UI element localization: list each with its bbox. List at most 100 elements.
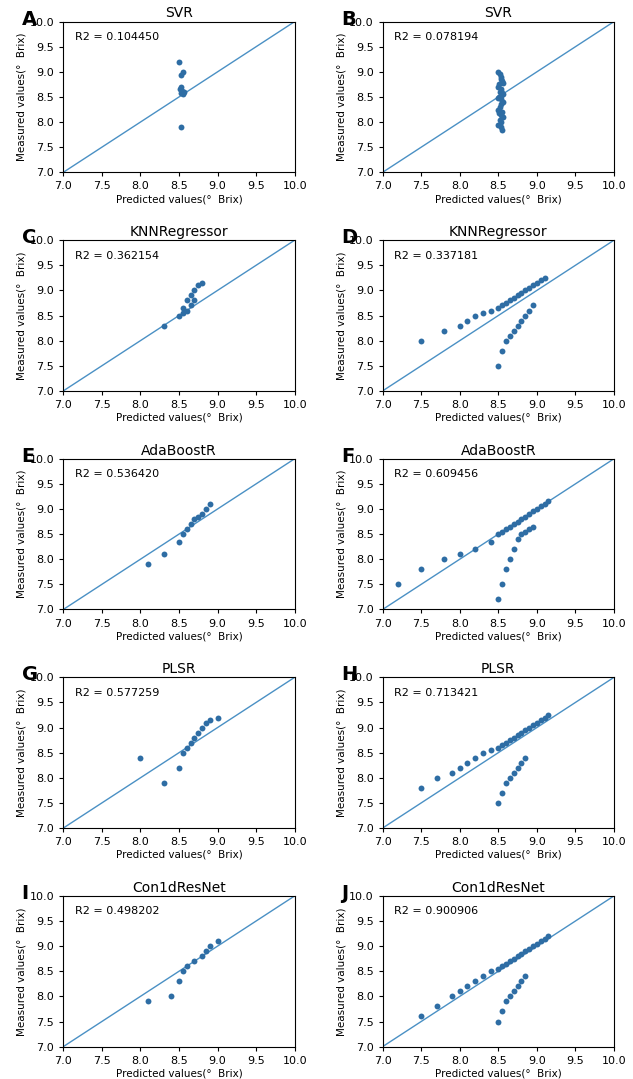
X-axis label: Predicted values(°  Brix): Predicted values(° Brix): [116, 1068, 242, 1078]
Point: [501, 520, 511, 537]
Point: [496, 68, 506, 85]
Point: [505, 732, 515, 749]
Point: [174, 972, 184, 989]
Point: [509, 541, 519, 558]
Point: [185, 297, 196, 314]
Point: [496, 87, 506, 105]
Point: [509, 951, 519, 968]
Point: [505, 327, 515, 344]
Point: [178, 299, 188, 316]
Point: [528, 518, 538, 535]
Text: R2 = 0.337181: R2 = 0.337181: [394, 250, 479, 261]
Point: [513, 947, 523, 965]
Text: J: J: [341, 884, 348, 903]
Point: [532, 501, 542, 518]
Point: [158, 546, 168, 563]
Point: [178, 64, 188, 81]
Y-axis label: Measured values(°  Brix): Measured values(° Brix): [17, 469, 27, 599]
Point: [495, 83, 505, 100]
Point: [520, 749, 530, 766]
Point: [520, 722, 530, 739]
Point: [532, 274, 542, 291]
Point: [178, 525, 188, 543]
Point: [179, 83, 189, 100]
Title: AdaBoostR: AdaBoostR: [141, 443, 217, 457]
Title: KNNRegressor: KNNRegressor: [449, 226, 548, 238]
X-axis label: Predicted values(°  Brix): Predicted values(° Brix): [116, 412, 242, 423]
Point: [416, 561, 426, 578]
Point: [528, 503, 538, 520]
Point: [174, 53, 184, 70]
Point: [201, 501, 211, 518]
Point: [494, 76, 504, 93]
Point: [447, 764, 457, 781]
Point: [536, 932, 546, 950]
Point: [462, 978, 472, 995]
Point: [505, 953, 515, 970]
Point: [497, 342, 507, 359]
Text: R2 = 0.713421: R2 = 0.713421: [394, 688, 479, 698]
Title: PLSR: PLSR: [162, 663, 196, 677]
Text: F: F: [341, 447, 354, 466]
Point: [158, 317, 168, 334]
Point: [493, 90, 503, 107]
Point: [496, 82, 506, 99]
Point: [513, 760, 523, 777]
Text: E: E: [22, 447, 35, 466]
X-axis label: Predicted values(°  Brix): Predicted values(° Brix): [116, 631, 242, 641]
Y-axis label: Measured values(°  Brix): Measured values(° Brix): [336, 251, 346, 380]
Point: [517, 284, 527, 301]
Point: [543, 928, 553, 945]
Point: [513, 726, 523, 743]
Point: [174, 760, 184, 777]
Point: [174, 533, 184, 550]
Point: [175, 119, 185, 136]
Point: [493, 591, 503, 609]
Point: [178, 962, 188, 980]
Point: [185, 287, 196, 304]
Point: [462, 312, 472, 329]
X-axis label: Predicted values(°  Brix): Predicted values(° Brix): [435, 1068, 561, 1078]
Point: [497, 1002, 507, 1020]
Point: [517, 945, 527, 962]
Point: [536, 711, 546, 728]
Y-axis label: Measured values(°  Brix): Measured values(° Brix): [17, 907, 27, 1036]
Point: [524, 940, 534, 957]
Point: [505, 291, 515, 309]
Y-axis label: Measured values(°  Brix): Measured values(° Brix): [336, 469, 346, 599]
Point: [201, 714, 211, 732]
Point: [178, 745, 188, 762]
Point: [439, 550, 449, 568]
Point: [536, 272, 546, 289]
Point: [205, 711, 215, 728]
Point: [497, 576, 507, 593]
Point: [509, 764, 519, 781]
Point: [517, 510, 527, 528]
Point: [175, 81, 185, 98]
Point: [493, 1013, 503, 1030]
Text: H: H: [341, 666, 357, 684]
Point: [182, 302, 192, 319]
Point: [176, 85, 186, 103]
Text: G: G: [22, 666, 38, 684]
Point: [178, 304, 188, 322]
Point: [495, 66, 505, 83]
Point: [486, 962, 496, 980]
Point: [201, 943, 211, 960]
Point: [517, 724, 527, 741]
Point: [505, 518, 515, 535]
Point: [185, 516, 196, 533]
Point: [416, 779, 426, 796]
Point: [166, 987, 177, 1005]
Point: [197, 505, 207, 522]
Point: [493, 299, 503, 316]
Point: [470, 541, 480, 558]
X-axis label: Predicted values(°  Brix): Predicted values(° Brix): [435, 631, 561, 641]
Point: [175, 67, 185, 84]
Point: [513, 978, 523, 995]
Title: SVR: SVR: [484, 6, 512, 21]
Point: [213, 932, 223, 950]
Point: [478, 304, 488, 322]
Text: R2 = 0.609456: R2 = 0.609456: [394, 469, 479, 479]
Text: C: C: [22, 228, 36, 247]
